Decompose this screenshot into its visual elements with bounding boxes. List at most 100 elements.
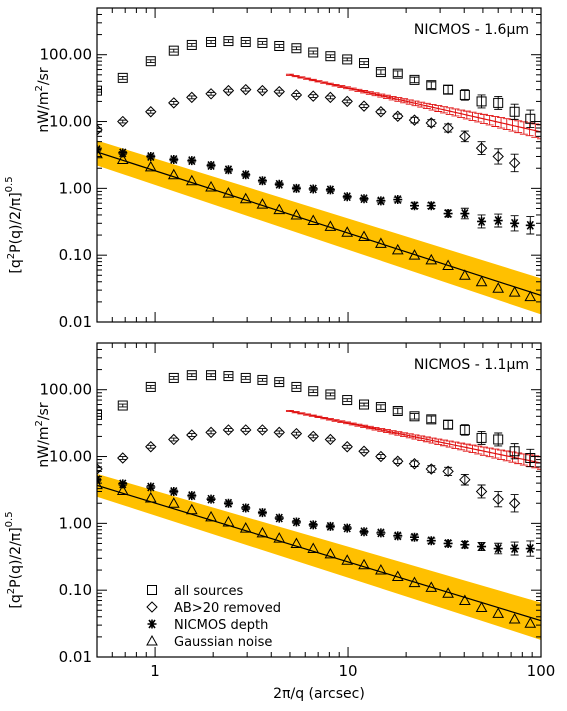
gaussian-noise-point [222,187,235,198]
nicmos-depth-point [359,527,369,537]
nicmos-depth-point [291,183,301,193]
nicmos-depth-point [409,532,419,542]
nicmos-depth-point [409,201,419,211]
nicmos-depth-point [510,218,520,228]
all-sources-point-errorbar [169,376,178,380]
ab20-removed-point-errorbar [460,130,469,143]
ab20-removed-point [392,110,404,122]
gaussian-noise-point [341,226,354,237]
ab20-removed-point [375,106,387,118]
ab20-removed-point [425,463,437,475]
nicmos-depth-point [342,523,352,533]
y-tick-label: 1.00 [59,514,92,532]
all-sources-point-errorbar [118,403,127,408]
nicmos-depth-point [525,220,535,230]
all-sources-point-errorbar [343,57,352,62]
y-tick-label: 10.00 [49,113,92,131]
gaussian-noise-point [290,537,303,548]
nicmos-depth-point [493,544,503,554]
all-sources-point [168,45,179,56]
x-tick-label: 10 [338,662,357,680]
gaussian-noise-point [524,290,537,302]
ab20-removed-point [475,485,488,498]
all-sources-point [476,96,487,107]
ab20-removed-point-errorbar [187,95,196,100]
ab20-removed-point-errorbar [207,91,216,96]
all-sources-point-errorbar [292,385,301,389]
gaussian-noise-point [425,253,438,265]
x-tick-label: 1 [150,662,160,680]
gaussian-noise-point [307,542,320,554]
nicmos-depth-point [257,508,267,518]
gaussian-noise-band-top [97,140,541,315]
nicmos-depth-point [146,151,156,161]
ab20-removed-point [186,91,198,104]
all-sources-point-errorbar [187,43,196,47]
nicmos-depth-point [359,194,369,204]
ab20-removed-point-errorbar [376,109,385,115]
plot-frame-top [96,7,542,323]
all-sources-point [426,80,437,91]
gaussian-noise-point [273,203,286,215]
gaussian-noise-point [144,491,157,503]
all-sources-point-errorbar [444,420,453,430]
gaussian-noise-point [458,269,471,280]
nicmos-depth-point [241,503,251,513]
nicmos-depth-point [477,542,487,552]
gaussian-noise-point [239,192,252,204]
ab20-removed-point-errorbar [510,153,519,173]
nicmos-depth-point [308,520,318,530]
legend-entry: AB>20 removed [146,601,281,616]
y-tick-label: 0.01 [59,648,92,666]
ab20-removed-point [442,122,454,134]
nicmos-depth-point [493,216,503,226]
all-sources-point [240,36,251,47]
all-sources-point [206,36,217,47]
y-tick-label: 100.00 [40,381,93,399]
ab20-removed-point [324,91,337,104]
ab20-removed-point [273,85,285,98]
gaussian-noise-point [442,259,454,271]
ab20-removed-point-errorbar [224,88,233,93]
ab20-removed-point [145,106,157,118]
ab20-removed-point [508,497,521,509]
all-sources-point [409,411,420,422]
legend-square-icon [147,585,157,595]
nicmos-depth-point [393,531,403,541]
all-sources-point-errorbar [207,40,216,44]
all-sources-point-errorbar [258,378,267,382]
all-sources-point [308,47,319,58]
all-sources-point-errorbar [526,448,535,468]
ab20-removed-point [492,493,504,505]
ab20-removed-point-errorbar [146,444,155,449]
gaussian-noise-point [358,558,370,570]
ab20-removed-point [240,83,252,96]
ab20-removed-point [492,150,504,163]
ab20-removed-point [307,90,319,102]
all-sources-point [342,395,353,406]
all-sources-point [359,58,370,69]
nicmos-depth-point [376,528,386,538]
ab20-removed-point-errorbar [146,109,155,114]
gaussian-noise-point [492,607,505,618]
ab20-removed-point-errorbar [207,430,216,435]
all-sources-point-errorbar [410,76,419,84]
ab20-removed-point [222,84,235,97]
ab20-removed-point [290,89,303,101]
all-sources-point-errorbar [360,402,369,407]
all-sources-point [145,381,156,392]
legend-triangle-icon [146,634,158,646]
gaussian-noise-point [167,497,180,508]
gaussian-noise-point [307,214,320,226]
ab20-removed-point [408,114,421,126]
y-tick-label: 0.01 [59,313,92,331]
all-sources-point-errorbar [393,407,402,415]
gaussian-noise-point [239,522,252,533]
ab20-removed-point-errorbar [169,101,178,105]
all-sources-point-errorbar [460,424,469,436]
y-tick-label: 1.00 [59,179,92,197]
all-sources-point [375,67,386,78]
ab20-removed-point-errorbar [169,437,178,442]
gaussian-noise-point [492,282,505,293]
nicmos-depth-point [525,544,535,554]
